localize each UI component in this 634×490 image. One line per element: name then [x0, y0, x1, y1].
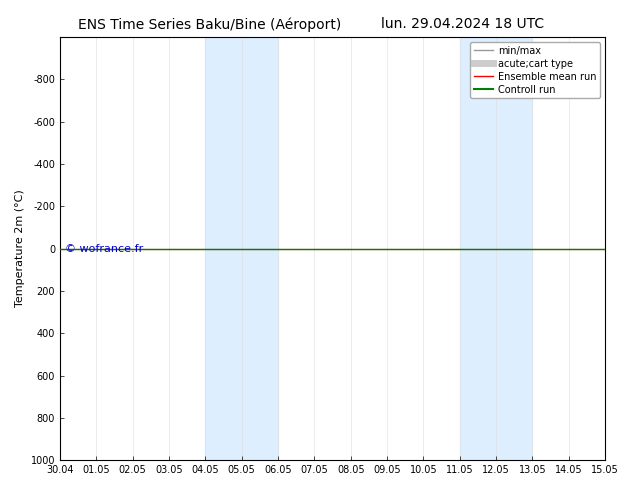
- Text: ENS Time Series Baku/Bine (Aéroport): ENS Time Series Baku/Bine (Aéroport): [77, 17, 341, 32]
- Bar: [242, 37, 278, 460]
- Legend: min/max, acute;cart type, Ensemble mean run, Controll run: min/max, acute;cart type, Ensemble mean …: [470, 42, 600, 98]
- Bar: [205, 37, 242, 460]
- Text: © wofrance.fr: © wofrance.fr: [65, 244, 144, 254]
- Y-axis label: Temperature 2m (°C): Temperature 2m (°C): [15, 190, 25, 307]
- Bar: [496, 37, 533, 460]
- Text: lun. 29.04.2024 18 UTC: lun. 29.04.2024 18 UTC: [381, 17, 545, 31]
- Bar: [460, 37, 496, 460]
